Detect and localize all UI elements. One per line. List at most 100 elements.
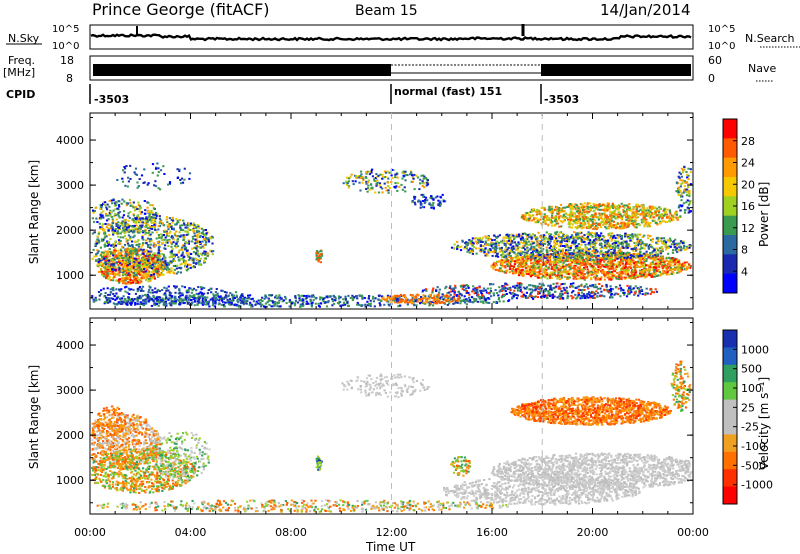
echo-cell bbox=[572, 272, 575, 275]
echo-cell bbox=[100, 268, 103, 271]
echo-cell bbox=[125, 270, 128, 272]
echo-cell bbox=[118, 256, 121, 258]
echo-cell bbox=[108, 199, 111, 202]
echo-cell bbox=[150, 250, 153, 253]
echo-cell bbox=[125, 303, 129, 306]
echo-cell bbox=[138, 282, 141, 285]
echo-cell bbox=[127, 298, 130, 301]
echo-cell bbox=[129, 250, 132, 253]
echo-cell bbox=[152, 216, 155, 219]
echo-cell bbox=[167, 228, 170, 231]
echo-cell bbox=[139, 272, 142, 275]
echo-cell bbox=[178, 303, 181, 306]
echo-cell bbox=[184, 246, 188, 249]
echo-cell bbox=[126, 202, 129, 205]
echo-cell bbox=[134, 206, 137, 209]
echo-cell bbox=[145, 239, 148, 242]
echo-cell bbox=[240, 298, 243, 301]
echo-cell bbox=[118, 226, 121, 229]
echo-cell bbox=[182, 234, 185, 237]
echo-cell bbox=[105, 226, 108, 229]
echo-cell bbox=[254, 303, 257, 306]
echo-cell bbox=[126, 260, 129, 263]
echo-cell bbox=[674, 249, 677, 252]
echo-cell bbox=[595, 256, 598, 259]
echo-cell bbox=[670, 261, 673, 264]
echo-cell bbox=[418, 188, 421, 191]
freq-panel bbox=[89, 55, 694, 81]
echo-cell bbox=[549, 277, 552, 280]
echo-cell bbox=[148, 240, 151, 243]
echo-cell bbox=[104, 212, 108, 215]
echo-cell bbox=[533, 273, 536, 275]
echo-cell bbox=[144, 209, 147, 212]
echo-cell bbox=[116, 232, 119, 235]
echo-cell bbox=[146, 216, 149, 219]
echo-cell bbox=[278, 294, 281, 297]
echo-cell bbox=[205, 233, 208, 236]
echo-cell bbox=[208, 305, 211, 308]
echo-cell bbox=[124, 231, 127, 234]
echo-cell bbox=[134, 209, 137, 212]
echo-cell bbox=[168, 232, 171, 235]
echo-cell bbox=[439, 203, 442, 206]
echo-cell bbox=[431, 204, 434, 207]
echo-cell bbox=[112, 199, 115, 202]
echo-cell bbox=[137, 255, 141, 258]
echo-cell bbox=[425, 299, 428, 302]
echo-cell bbox=[673, 263, 677, 266]
echo-cell bbox=[120, 202, 123, 205]
echo-cell bbox=[367, 184, 370, 187]
echo-cell bbox=[111, 252, 114, 254]
echo-cell bbox=[94, 244, 98, 247]
echo-cell bbox=[106, 240, 109, 243]
echo-cell bbox=[249, 303, 252, 306]
echo-cell bbox=[665, 267, 668, 270]
echo-cell bbox=[141, 236, 144, 239]
echo-cell bbox=[188, 287, 191, 290]
echo-cell bbox=[99, 217, 102, 220]
echo-cell bbox=[145, 266, 148, 269]
echo-cell bbox=[134, 260, 137, 263]
echo-cell bbox=[146, 270, 149, 272]
echo-cell bbox=[439, 204, 442, 207]
echo-cell bbox=[401, 177, 404, 180]
echo-cell bbox=[130, 244, 134, 246]
echo-cell bbox=[103, 272, 106, 275]
echo-cell bbox=[156, 213, 159, 215]
echo-cell bbox=[146, 211, 150, 213]
echo-cell bbox=[150, 227, 153, 230]
echo-cell bbox=[104, 259, 107, 262]
echo-cell bbox=[422, 294, 425, 297]
echo-cell bbox=[557, 268, 561, 271]
echo-cell bbox=[179, 224, 182, 227]
echo-cell bbox=[231, 296, 234, 298]
echo-cell bbox=[591, 268, 594, 271]
echo-cell bbox=[161, 297, 164, 300]
echo-cell bbox=[95, 259, 98, 262]
echo-cell bbox=[168, 256, 171, 259]
echo-cell bbox=[112, 246, 115, 249]
echo-cell bbox=[160, 235, 163, 238]
echo-cell bbox=[198, 242, 201, 245]
echo-cell bbox=[102, 265, 105, 268]
echo-cell bbox=[347, 185, 351, 188]
echo-cell bbox=[117, 272, 120, 275]
echo-cell bbox=[365, 182, 368, 185]
echo-cell bbox=[583, 273, 586, 275]
echo-cell bbox=[114, 208, 117, 211]
echo-cell bbox=[346, 176, 349, 179]
echo-cell bbox=[504, 265, 507, 268]
echo-cell bbox=[193, 300, 197, 303]
echo-cell bbox=[146, 296, 149, 299]
echo-cell bbox=[106, 251, 109, 254]
echo-cell bbox=[99, 258, 102, 261]
echo-cell bbox=[191, 224, 194, 226]
echo-cell bbox=[183, 247, 186, 250]
echo-cell bbox=[151, 171, 154, 174]
echo-cell bbox=[119, 242, 122, 245]
echo-cell bbox=[96, 221, 99, 223]
echo-cell bbox=[173, 272, 176, 275]
echo-cell bbox=[155, 268, 158, 271]
echo-cell bbox=[182, 222, 186, 225]
